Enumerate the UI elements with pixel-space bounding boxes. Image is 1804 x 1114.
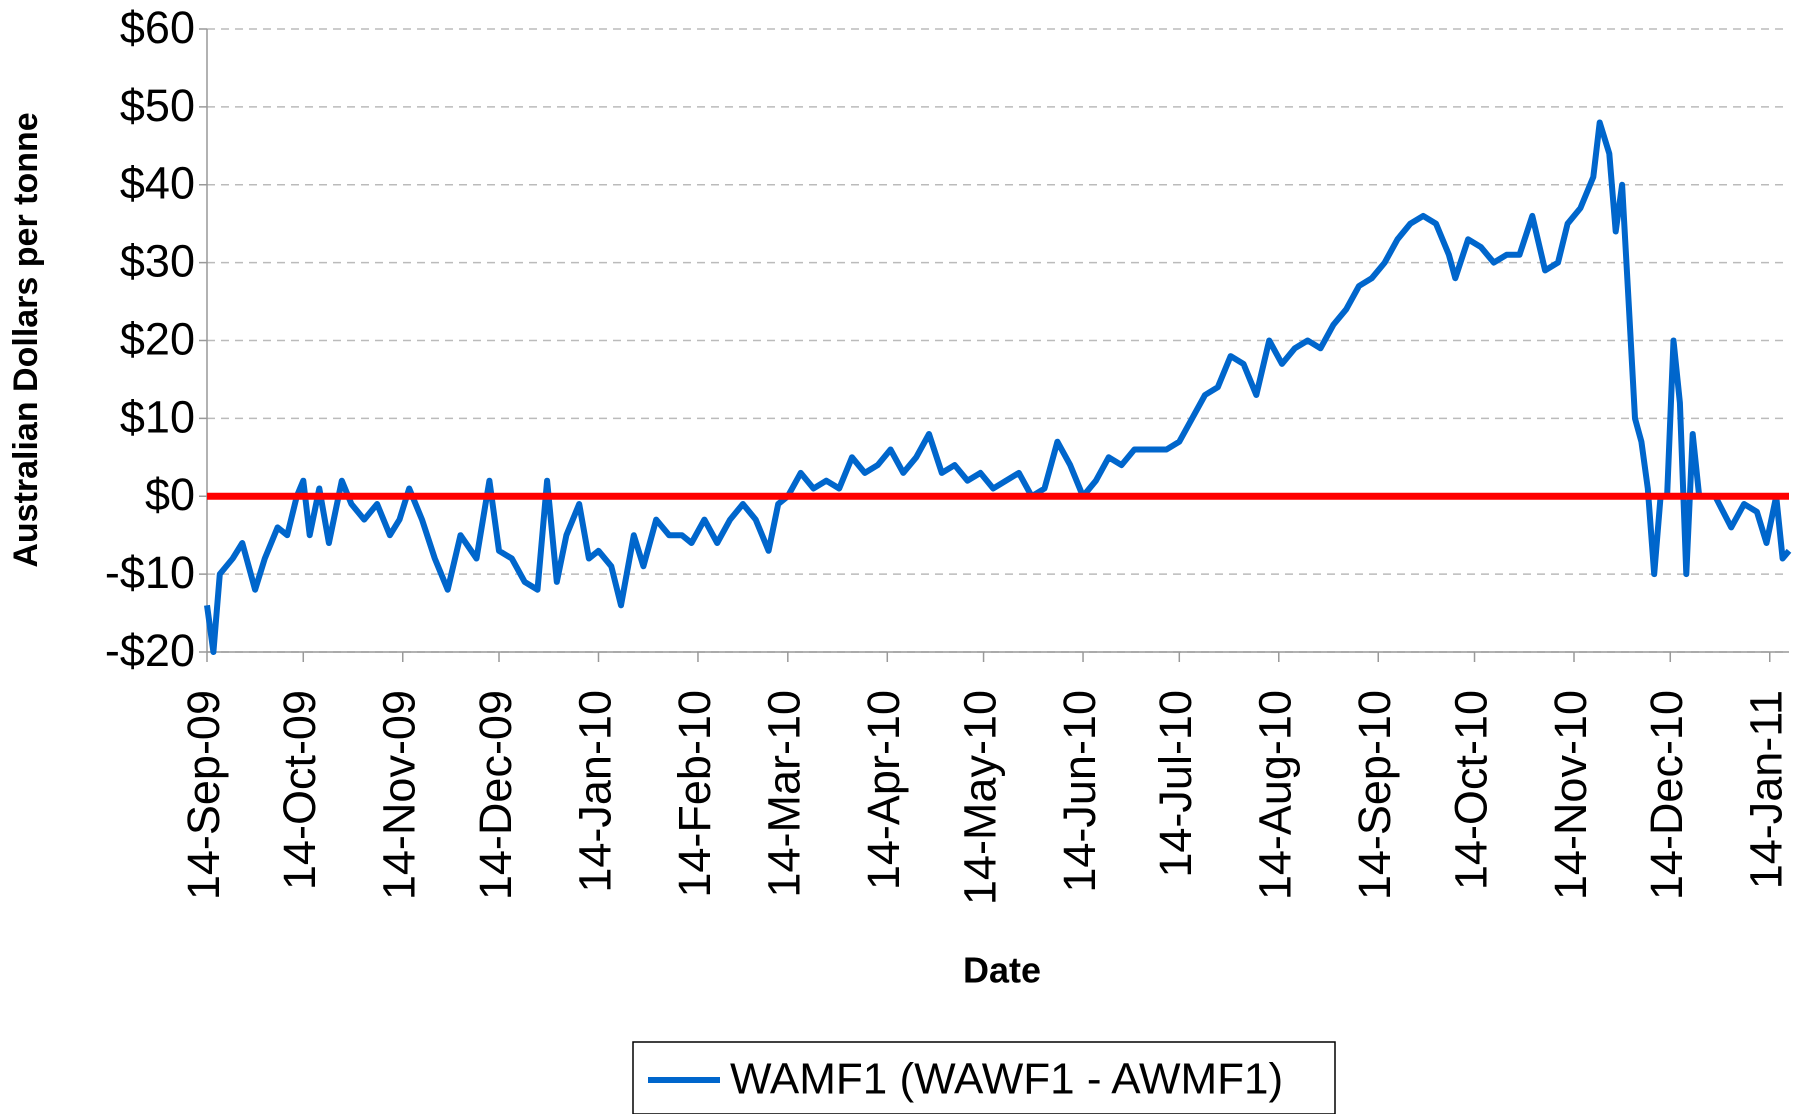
y-axis-label: Australian Dollars per tonne <box>7 112 45 567</box>
x-tick-label: 14-Dec-10 <box>1641 690 1692 900</box>
data-line <box>204 119 1792 655</box>
x-tick-label: 14-May-10 <box>954 690 1005 905</box>
x-tick-label: 14-Jan-11 <box>1741 690 1792 889</box>
x-tick-label: 14-Oct-09 <box>274 690 325 890</box>
x-tick-label: 14-Sep-09 <box>178 690 229 900</box>
x-tick-label: 14-Apr-10 <box>858 690 909 890</box>
x-axis-label: Date <box>963 950 1041 991</box>
x-tick-label: 14-Dec-09 <box>470 690 521 900</box>
x-tick-label: 14-Oct-10 <box>1445 690 1496 890</box>
x-tick-label: 14-Jul-10 <box>1150 690 1201 878</box>
x-tick-label: 14-Jun-10 <box>1054 690 1105 893</box>
x-tick-label: 14-Mar-10 <box>759 690 810 898</box>
y-tick-label: $50 <box>120 80 195 131</box>
legend-box <box>632 1041 1336 1114</box>
y-tick-label: $40 <box>120 158 195 209</box>
y-tick-label: $0 <box>145 469 195 520</box>
y-tick-label: $30 <box>120 236 195 287</box>
legend-label: WAMF1 (WAWF1 - AWMF1) <box>730 1055 1283 1104</box>
y-tick-label: -$20 <box>105 625 195 676</box>
y-tick-label: $60 <box>120 2 195 53</box>
y-tick-label: $10 <box>120 391 195 442</box>
x-tick-label: 14-Nov-10 <box>1545 690 1596 900</box>
y-tick-label: $20 <box>120 313 195 364</box>
x-tick-label: 14-Feb-10 <box>669 690 720 898</box>
x-tick-label: 14-Aug-10 <box>1250 690 1301 900</box>
x-tick-label: 14-Nov-09 <box>374 690 425 900</box>
x-tick-label: 14-Sep-10 <box>1349 690 1400 900</box>
x-tick-label: 14-Jan-10 <box>569 690 620 893</box>
y-tick-label: -$10 <box>105 547 195 598</box>
